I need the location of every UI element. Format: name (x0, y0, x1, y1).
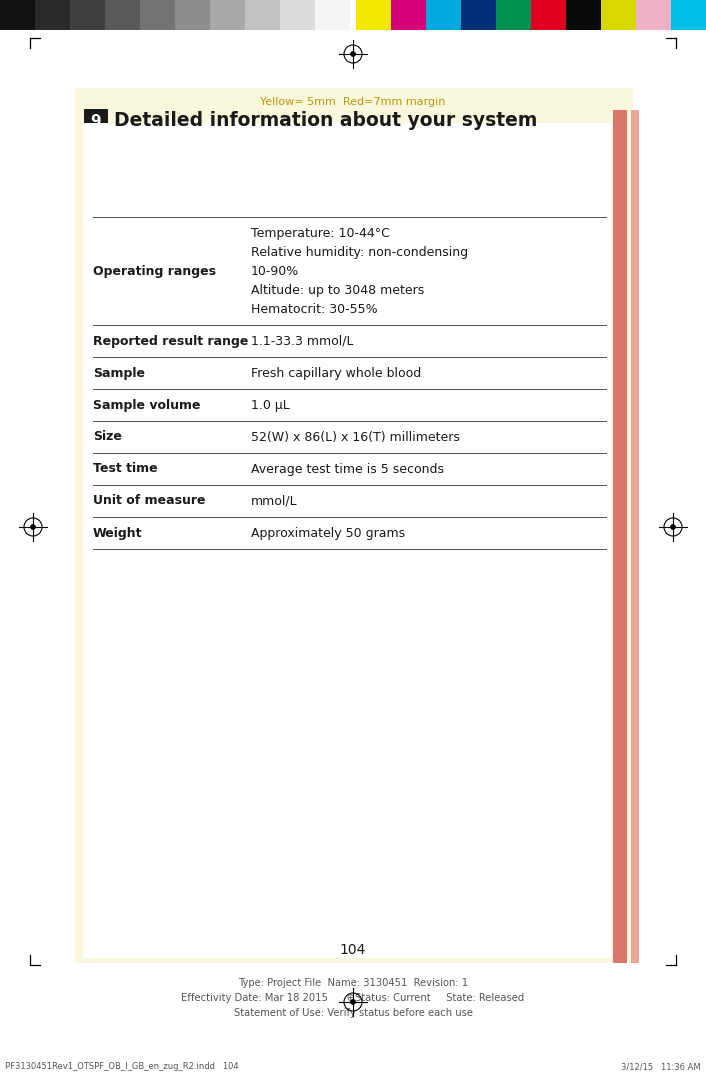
Bar (613, 110, 627, 963)
Text: Operating ranges: Operating ranges (93, 264, 216, 277)
Text: Sample volume: Sample volume (93, 399, 201, 412)
Text: 10-90%: 10-90% (251, 266, 299, 278)
Circle shape (671, 525, 676, 530)
Bar (35, 0, 70, 30)
Bar (105, 0, 140, 30)
Text: Statement of Use: Verify status before each use: Statement of Use: Verify status before e… (234, 1008, 472, 1018)
Text: Hematocrit: 30-55%: Hematocrit: 30-55% (251, 303, 378, 316)
Text: 1.0 μL: 1.0 μL (251, 399, 289, 412)
Text: 1.1-33.3 mmol/L: 1.1-33.3 mmol/L (251, 334, 354, 347)
Bar (671, 0, 706, 30)
Bar (140, 0, 175, 30)
Circle shape (350, 1000, 356, 1004)
Text: Detailed information about your system: Detailed information about your system (114, 112, 537, 130)
Text: Altitude: up to 3048 meters: Altitude: up to 3048 meters (251, 284, 424, 297)
Bar (210, 0, 245, 30)
Bar (496, 0, 531, 30)
Bar (75, 88, 633, 963)
Bar (70, 0, 105, 30)
Bar (315, 0, 350, 30)
Text: 104: 104 (340, 943, 366, 957)
Text: Yellow= 5mm  Red=7mm margin: Yellow= 5mm Red=7mm margin (261, 97, 445, 108)
Text: Reported result range: Reported result range (93, 334, 249, 347)
Text: Temperature: 10-44°C: Temperature: 10-44°C (251, 227, 390, 240)
Text: Sample: Sample (93, 367, 145, 379)
Bar (391, 0, 426, 30)
Text: 9: 9 (90, 114, 102, 129)
Text: PF3130451Rev1_OTSPF_OB_I_GB_en_zug_R2.indd   104: PF3130451Rev1_OTSPF_OB_I_GB_en_zug_R2.in… (5, 1062, 239, 1071)
Bar (245, 0, 280, 30)
Text: Weight: Weight (93, 527, 143, 540)
Bar (631, 110, 639, 963)
Text: Size: Size (93, 430, 122, 444)
FancyBboxPatch shape (84, 109, 108, 133)
Bar (426, 0, 461, 30)
Circle shape (350, 52, 356, 57)
Bar (601, 0, 636, 30)
Bar (175, 0, 210, 30)
Bar (0, 0, 35, 30)
Text: Approximately 50 grams: Approximately 50 grams (251, 527, 405, 540)
Bar (636, 0, 671, 30)
Text: Fresh capillary whole blood: Fresh capillary whole blood (251, 367, 421, 379)
Bar (566, 0, 601, 30)
Text: 3/12/15   11:36 AM: 3/12/15 11:36 AM (621, 1062, 701, 1071)
Bar (280, 0, 315, 30)
Bar (356, 0, 391, 30)
Text: Average test time is 5 seconds: Average test time is 5 seconds (251, 462, 444, 475)
Bar (531, 0, 566, 30)
Text: Test time: Test time (93, 462, 157, 475)
Text: Effectivity Date: Mar 18 2015      ⊕Status: Current     State: Released: Effectivity Date: Mar 18 2015 ⊕Status: C… (181, 993, 525, 1003)
Text: Relative humidity: non-condensing: Relative humidity: non-condensing (251, 246, 468, 259)
Circle shape (30, 525, 35, 530)
Bar (83, 123, 611, 958)
Text: Type: Project File  Name: 3130451  Revision: 1: Type: Project File Name: 3130451 Revisio… (238, 978, 468, 988)
Text: Unit of measure: Unit of measure (93, 494, 205, 507)
Bar (461, 0, 496, 30)
Text: 52(W) x 86(L) x 16(T) millimeters: 52(W) x 86(L) x 16(T) millimeters (251, 430, 460, 444)
Text: mmol/L: mmol/L (251, 494, 298, 507)
